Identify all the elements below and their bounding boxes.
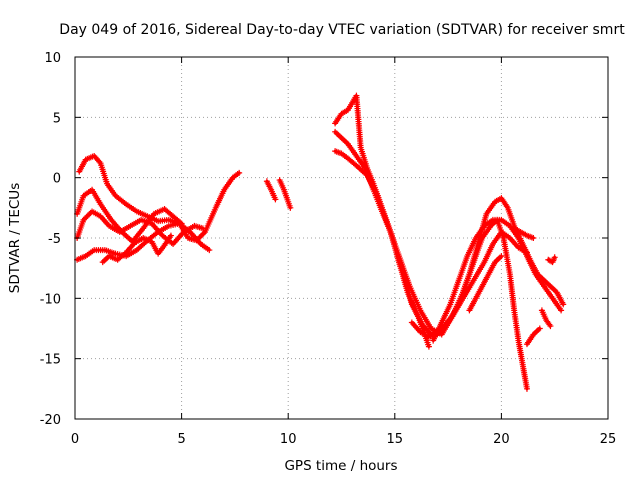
data-series [276, 177, 294, 211]
x-tick-label: 20 [493, 432, 510, 447]
data-trace [333, 130, 529, 337]
x-tick-label: 10 [280, 432, 297, 447]
y-tick-label: 10 [44, 51, 61, 66]
x-tick-label: 5 [177, 432, 185, 447]
data-trace [278, 178, 292, 210]
data-trace [525, 327, 542, 346]
data-series [74, 220, 213, 263]
chart-title: Day 049 of 2016, Sidereal Day-to-day VTE… [59, 22, 625, 38]
data-trace [75, 222, 211, 262]
data-trace [265, 179, 277, 201]
data-series [538, 307, 554, 330]
data-trace [546, 255, 557, 264]
y-tick-label: -10 [40, 292, 61, 307]
data-trace [540, 308, 552, 328]
data-trace [75, 209, 205, 246]
data-series [430, 216, 565, 344]
y-tick-label: -5 [48, 232, 61, 247]
x-tick-label: 25 [600, 432, 617, 447]
y-tick-label: 5 [53, 111, 61, 126]
data-layer [74, 92, 567, 392]
x-tick-label: 0 [71, 432, 79, 447]
data-series [76, 152, 243, 244]
data-series [545, 254, 558, 266]
data-trace [101, 234, 173, 264]
axis-ticks: 0 5 10 15 20 25 10 5 0 -5 -10 -15 -20 [40, 51, 617, 447]
data-series [263, 178, 279, 203]
data-trace [77, 154, 241, 242]
data-series [511, 225, 537, 241]
data-trace [75, 188, 184, 244]
data-trace [467, 254, 503, 312]
data-trace [431, 218, 563, 343]
data-trace [410, 196, 565, 339]
data-series [523, 325, 543, 348]
data-series [466, 253, 505, 314]
data-series [74, 186, 185, 245]
x-tick-label: 15 [387, 432, 404, 447]
y-axis-label: SDTVAR / TECUs [7, 183, 23, 293]
y-tick-label: -20 [40, 413, 61, 428]
data-series [99, 232, 174, 266]
data-trace [512, 226, 535, 240]
y-tick-label: -15 [40, 353, 61, 368]
y-tick-label: 0 [53, 172, 61, 187]
x-axis-label: GPS time / hours [284, 458, 397, 474]
